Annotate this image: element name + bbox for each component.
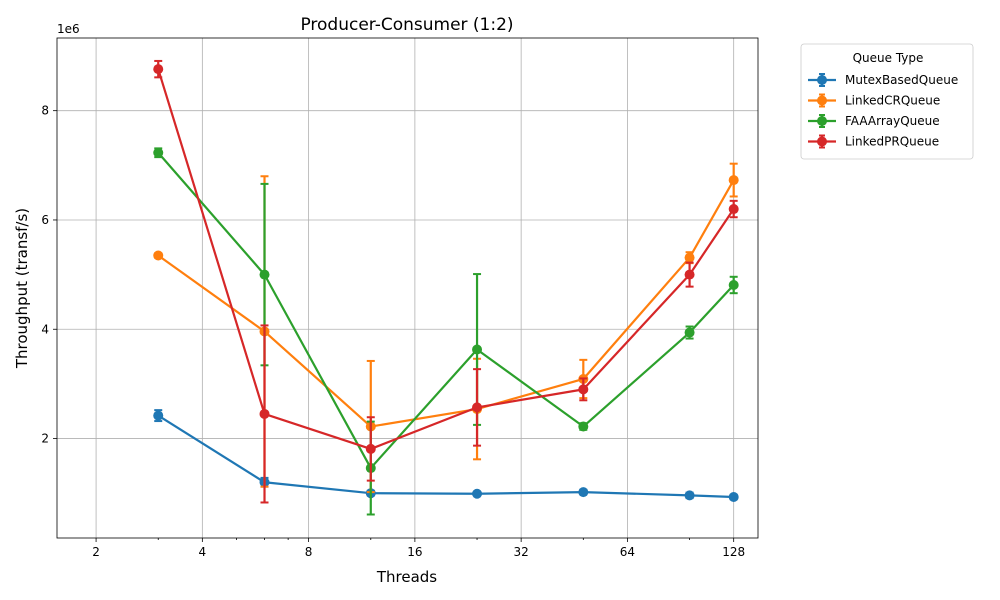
legend-marker bbox=[817, 75, 827, 85]
data-point bbox=[728, 204, 739, 215]
data-point bbox=[259, 269, 270, 280]
series-line bbox=[157, 152, 735, 470]
legend-label: LinkedCRQueue bbox=[845, 94, 940, 108]
data-point bbox=[728, 492, 739, 503]
legend-label: LinkedPRQueue bbox=[845, 135, 939, 149]
legend-item: FAAArrayQueue bbox=[808, 114, 940, 128]
x-tick-label: 64 bbox=[620, 545, 635, 559]
y-tick-label: 4 bbox=[41, 322, 49, 336]
data-point bbox=[728, 279, 739, 290]
series-line bbox=[157, 414, 734, 499]
data-point bbox=[578, 487, 589, 498]
x-tick-label: 2 bbox=[92, 545, 100, 559]
legend: Queue Type MutexBasedQueue LinkedCRQueue F… bbox=[800, 43, 974, 160]
legend-marker bbox=[817, 95, 827, 106]
data-point bbox=[153, 147, 164, 158]
data-point bbox=[153, 250, 164, 261]
legend-marker bbox=[817, 136, 827, 147]
y-tick-label: 2 bbox=[41, 432, 49, 446]
y-tick-label: 8 bbox=[41, 104, 49, 118]
plot-frame bbox=[56, 37, 759, 539]
y-axis-offset-label: 1e6 bbox=[57, 22, 80, 36]
y-axis-label: Throughput (transf/s) bbox=[13, 208, 31, 369]
series-MutexBasedQueue bbox=[153, 409, 739, 503]
legend-item: MutexBasedQueue bbox=[808, 73, 958, 87]
legend-label: MutexBasedQueue bbox=[845, 73, 958, 87]
x-tick-label: 4 bbox=[199, 545, 207, 559]
data-point bbox=[578, 421, 589, 432]
x-tick-label: 8 bbox=[305, 545, 313, 559]
data-point bbox=[153, 410, 164, 421]
grid bbox=[57, 38, 758, 538]
data-point bbox=[684, 269, 695, 280]
axes: 2 4 8 16 32 64 128 2 4 6 8 bbox=[41, 104, 745, 559]
data-point bbox=[472, 488, 483, 499]
legend-marker bbox=[817, 116, 827, 126]
legend-title: Queue Type bbox=[853, 51, 924, 65]
y-tick-label: 6 bbox=[41, 213, 49, 227]
legend-item: LinkedPRQueue bbox=[808, 134, 939, 149]
legend-label: FAAArrayQueue bbox=[845, 114, 940, 128]
series-line bbox=[157, 179, 735, 428]
data-point bbox=[153, 64, 164, 75]
data-point bbox=[684, 490, 695, 501]
x-axis-label: Threads bbox=[376, 568, 437, 586]
legend-item: LinkedCRQueue bbox=[808, 93, 940, 108]
x-tick-label: 16 bbox=[407, 545, 422, 559]
data-point bbox=[472, 402, 483, 413]
data-point bbox=[259, 408, 270, 419]
x-tick-label: 128 bbox=[722, 545, 745, 559]
legend-box bbox=[800, 43, 974, 160]
series-FAAArrayQueue bbox=[153, 147, 739, 516]
data-point bbox=[578, 384, 589, 395]
data-point bbox=[728, 175, 739, 186]
data-point bbox=[684, 252, 695, 263]
x-tick-label: 32 bbox=[514, 545, 529, 559]
legend-items: MutexBasedQueue LinkedCRQueue FAAArrayQueu… bbox=[808, 73, 958, 149]
data-point bbox=[365, 443, 376, 454]
plot-series bbox=[153, 59, 739, 516]
series-LinkedCRQueue bbox=[153, 162, 739, 494]
data-point bbox=[684, 327, 695, 338]
data-point bbox=[472, 344, 483, 355]
series-line bbox=[157, 68, 735, 451]
chart-title: Producer-Consumer (1:2) bbox=[300, 15, 513, 35]
series-LinkedPRQueue bbox=[153, 59, 739, 504]
